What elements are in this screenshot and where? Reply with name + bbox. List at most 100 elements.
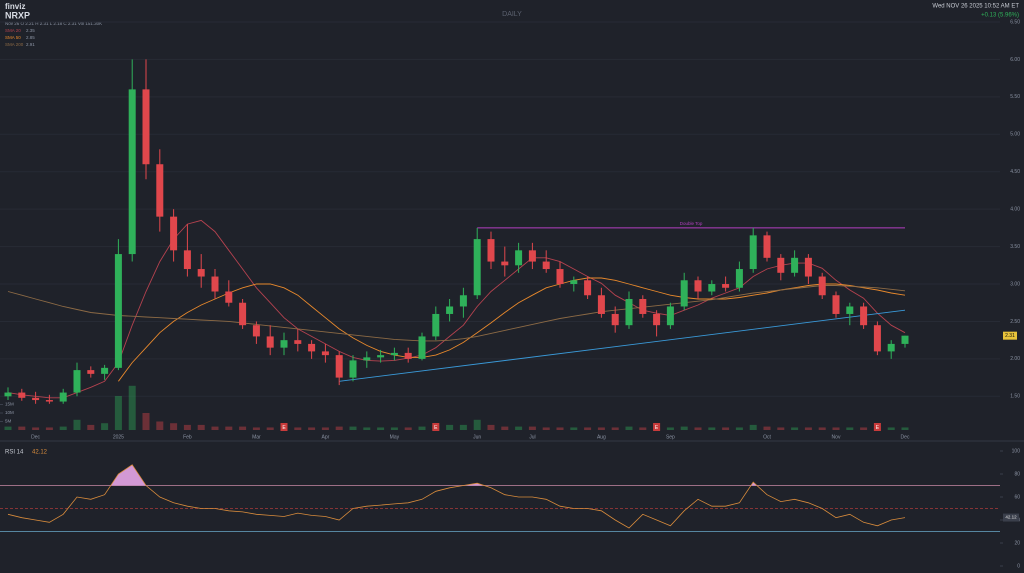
volume-bar (501, 426, 509, 430)
earnings-label: E (655, 425, 659, 431)
rsi-tick-label: 20 (1014, 540, 1020, 546)
volume-bar (666, 427, 674, 430)
candle-body (501, 261, 509, 266)
candle-body (791, 257, 799, 273)
x-tick-label: Sep (666, 434, 675, 440)
candle-body (321, 351, 329, 356)
y-tick-label: 1.50 (1010, 394, 1020, 400)
quote: Nov 26 O 2.21 H 2.31 L 2.18 C 2.31 Vol 1… (5, 21, 102, 26)
legend-name: SMA 200 (5, 42, 24, 47)
legend-name: SMA 20 (5, 28, 21, 33)
volume-bar (114, 396, 122, 430)
volume-bar (584, 427, 592, 430)
candle-body (349, 360, 357, 378)
candle-body (45, 400, 53, 402)
volume-tick-label: 15M (5, 402, 14, 407)
volume-bar (239, 426, 247, 430)
volume-bar (735, 427, 743, 430)
volume-bar (4, 426, 12, 430)
candle-body (666, 306, 674, 326)
candle-body (804, 257, 812, 277)
volume-bar (156, 421, 164, 430)
rsi-tick-label: 80 (1014, 471, 1020, 477)
volume-bar (804, 427, 812, 430)
volume-bar (335, 426, 343, 430)
x-tick-label: Oct (763, 434, 771, 440)
earnings-marker (432, 423, 440, 431)
volume-bar (639, 427, 647, 430)
candle-body (832, 295, 840, 314)
candle-body (432, 313, 440, 337)
price-tag-label: 2.31 (1005, 333, 1015, 339)
y-tick-label: 5.50 (1010, 94, 1020, 100)
timeframe: DAILY (502, 11, 522, 18)
candle-body (887, 343, 895, 352)
y-tick-label: 2.50 (1010, 319, 1020, 325)
volume-bar (473, 419, 481, 430)
candle-body (252, 325, 260, 337)
candle-body (183, 250, 191, 270)
candle-body (418, 336, 426, 359)
rsi-line (7, 464, 906, 529)
volume-bar (225, 426, 233, 430)
volume-bar (487, 424, 495, 430)
candle-body (846, 306, 854, 314)
x-tick-label: Mar (252, 434, 261, 440)
candle-body (446, 306, 454, 314)
candle-body (170, 216, 178, 251)
candle-body (142, 89, 150, 165)
volume-bar (101, 423, 109, 430)
legend-name: SMA 50 (5, 35, 21, 40)
y-tick-label: 3.00 (1010, 281, 1020, 287)
earnings-marker (653, 423, 661, 431)
rsi-tick-label: 60 (1014, 494, 1020, 500)
candle-body (749, 235, 757, 270)
volume-bar (887, 427, 895, 430)
earnings-label: E (434, 425, 438, 431)
candle-body (473, 239, 481, 296)
legend-value: 2.91 (26, 42, 35, 47)
candle-body (59, 392, 67, 402)
x-tick-label: Feb (183, 434, 192, 440)
volume-bar (708, 427, 716, 430)
legend-value: 2.85 (26, 35, 35, 40)
candle-body (156, 164, 164, 217)
volume-bar (846, 427, 854, 430)
candle-body (528, 250, 536, 262)
volume-tick-label: 5M (5, 419, 12, 424)
volume-bar (418, 426, 426, 430)
candle-body (722, 284, 730, 288)
x-tick-label: Dec (901, 434, 910, 440)
x-tick-label: Dec (31, 434, 40, 440)
x-tick-label: Jun (473, 434, 481, 440)
candle-body (777, 257, 785, 273)
volume-bar (18, 426, 26, 430)
change: +0.13 (5.96%) (981, 13, 1019, 19)
x-tick-label: Apr (322, 434, 330, 440)
candle-body (639, 298, 647, 314)
volume-bar (363, 427, 371, 430)
rsi-tag (1003, 513, 1019, 522)
volume-bar (694, 427, 702, 430)
volume-bar (556, 427, 564, 430)
volume-bar (308, 427, 316, 430)
volume-bar (763, 426, 771, 430)
volume-tick-label: 10M (5, 410, 14, 415)
candle-body (570, 280, 578, 285)
y-tick-label: 6.50 (1010, 19, 1020, 25)
candle-body (515, 250, 523, 266)
volume-bar (128, 385, 136, 430)
ticker: NRXP (5, 10, 30, 20)
earnings-label: E (876, 425, 880, 431)
candle-body (708, 284, 716, 292)
rsi-tick-label: 0 (1017, 563, 1020, 569)
candle-body (128, 89, 136, 255)
candle-body (873, 325, 881, 352)
candle-body (390, 352, 398, 356)
candle-body (308, 343, 316, 352)
candle-body (239, 302, 247, 326)
volume-bar (611, 427, 619, 430)
volume-bar (87, 424, 95, 430)
